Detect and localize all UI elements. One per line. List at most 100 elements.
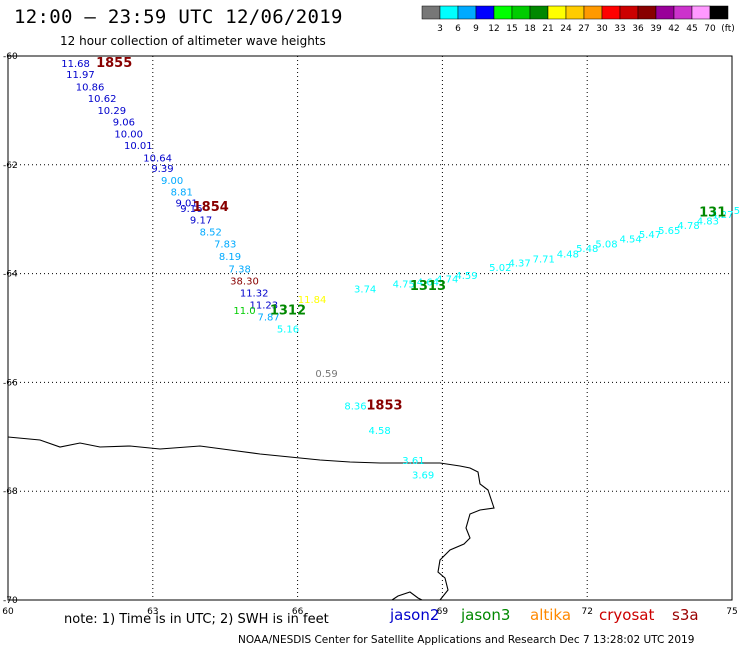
pass-label: 1313 <box>410 279 446 294</box>
legend-s3a: s3a <box>672 606 699 624</box>
swh-value: 9.06 <box>113 118 135 129</box>
legend-jason2: jason2 <box>390 606 440 624</box>
colorbar-label: 18 <box>524 24 536 34</box>
swh-value: 5.02 <box>489 263 511 274</box>
map-frame <box>7 55 733 601</box>
swh-value: 3.74 <box>354 285 376 296</box>
swh-value: 7.83 <box>214 239 236 250</box>
colorbar-swatch <box>511 5 531 20</box>
swh-value: 11.97 <box>66 70 95 81</box>
swh-value: 4.75 <box>393 280 415 291</box>
pass-label: 1855 <box>96 56 132 71</box>
swh-value: 7.38 <box>229 265 251 276</box>
swh-value: 10.62 <box>88 94 117 105</box>
colorbar-swatch <box>493 5 513 20</box>
colorbar-swatch <box>529 5 549 20</box>
colorbar-swatch <box>457 5 477 20</box>
lon-tick-label: 63 <box>147 607 158 617</box>
colorbar-swatch <box>421 5 441 20</box>
swh-value: 8.52 <box>200 228 222 239</box>
pass-label: 131 <box>699 205 726 220</box>
swh-value: 7.71 <box>533 255 555 266</box>
map-subtitle: 12 hour collection of altimeter wave hei… <box>60 34 326 48</box>
colorbar-swatch <box>439 5 459 20</box>
swh-value: 11.32 <box>240 288 269 299</box>
swh-value: 5.16 <box>277 324 299 335</box>
colorbar-swatch <box>475 5 495 20</box>
swh-value: 7.87 <box>258 312 280 323</box>
lat-tick-label: -68 <box>3 487 18 497</box>
map-title: 12:00 – 23:59 UTC 12/06/2019 <box>14 6 343 28</box>
credit-line: NOAA/NESDIS Center for Satellite Applica… <box>238 634 695 646</box>
legend-cryosat: cryosat <box>599 606 655 624</box>
swh-value: 38.30 <box>230 276 259 287</box>
colorbar-label: 12 <box>488 24 499 34</box>
colorbar-swatch <box>547 5 567 20</box>
swh-value: 10.29 <box>97 106 126 117</box>
pass-labels-layer: 1855 1854 1312 1313 131 1853 <box>96 56 726 414</box>
pass-label: 1853 <box>366 399 402 414</box>
swh-value: 9.01 <box>175 199 197 210</box>
lon-tick-label: 72 <box>581 607 592 617</box>
swh-value: 4.58 <box>369 426 391 437</box>
swh-value: 9.16 <box>180 204 202 215</box>
colorbar-swatch <box>673 5 693 20</box>
colorbar-label: 3 <box>437 24 443 34</box>
swh-value: 4.64 <box>417 278 439 289</box>
swh-value: 4.78 <box>677 221 699 232</box>
colorbar-swatch <box>583 5 603 20</box>
units-note: note: 1) Time is in UTC; 2) SWH is in fe… <box>64 612 329 627</box>
colorbar-label: 21 <box>542 24 553 34</box>
swh-value: 10.01 <box>124 141 153 152</box>
swh-value: 3.69 <box>412 471 434 482</box>
swh-value: 9.17 <box>190 216 212 227</box>
lat-tick-label: -70 <box>3 596 18 606</box>
swh-points-layer: 11.6811.9710.8610.6210.299.0610.0010.011… <box>61 59 740 482</box>
colorbar-swatch <box>565 5 585 20</box>
colorbar-swatch <box>691 5 711 20</box>
swh-value: 4.74 <box>436 274 458 285</box>
lon-tick-label: 66 <box>292 607 304 617</box>
lon-tick-label: 60 <box>2 607 14 617</box>
swh-value: 4.48 <box>557 249 579 260</box>
colorbar-label: 30 <box>596 24 608 34</box>
swh-value: 10.64 <box>143 154 172 165</box>
swh-value: 8.19 <box>219 252 241 263</box>
colorbar-swatch <box>655 5 675 20</box>
colorbar-label: 15 <box>506 24 517 34</box>
colorbar-swatch <box>637 5 657 20</box>
colorbar-label: 36 <box>632 24 644 34</box>
swh-value: 0.59 <box>315 369 337 380</box>
swh-value: 5.47 <box>639 230 661 241</box>
colorbar-label: 39 <box>650 24 662 34</box>
swh-value: 4.54 <box>620 235 642 246</box>
swh-value: 3.61 <box>402 456 424 467</box>
colorbar-label: 9 <box>473 24 479 34</box>
colorbar-label: 24 <box>560 24 572 34</box>
longitude-labels: 60 63 66 69 72 75 <box>2 607 737 617</box>
swh-value: 4.59 <box>455 271 477 282</box>
swh-value: 4.83 <box>697 217 719 228</box>
colorbar-label: 70 <box>704 24 716 34</box>
swh-value: 9.39 <box>151 164 173 175</box>
lat-tick-label: -64 <box>3 270 18 280</box>
coastline-path-2 <box>391 591 423 601</box>
colorbar-label: 27 <box>578 24 589 34</box>
colorbar-label: 6 <box>455 24 461 34</box>
lat-tick-label: -62 <box>3 161 18 171</box>
swh-value: 9.00 <box>161 176 183 187</box>
swh-value: 11.0 <box>233 306 255 317</box>
colorbar-label: (ft) <box>721 24 735 34</box>
colorbar-swatch <box>601 5 621 20</box>
colorbar-swatch <box>619 5 639 20</box>
latitude-labels: -60 -62 -64 -66 -68 -70 <box>3 52 18 606</box>
lon-tick-label: 69 <box>437 607 449 617</box>
lon-tick-label: 75 <box>726 607 737 617</box>
swh-value: 8.36 <box>344 402 366 413</box>
lat-tick-label: -60 <box>3 52 18 62</box>
colorbar-swatch <box>709 5 729 20</box>
lat-tick-label: -66 <box>3 378 18 388</box>
coastline-path <box>7 436 495 601</box>
